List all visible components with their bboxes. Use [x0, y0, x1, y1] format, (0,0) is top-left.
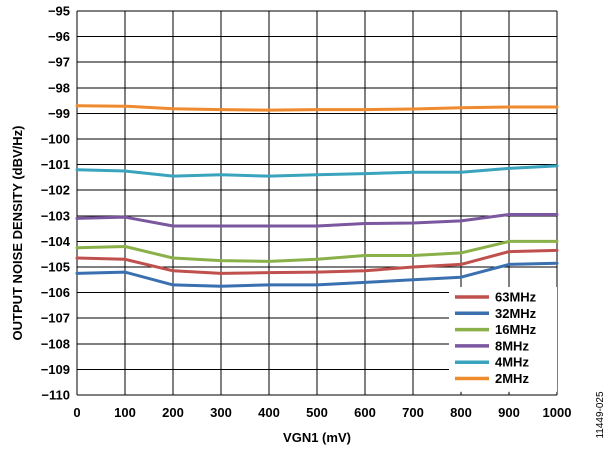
series-line-63mhz: [75, 248, 559, 275]
x-tick-label: 600: [354, 405, 376, 420]
y-tick-label: −109: [41, 362, 70, 377]
x-tick-label: 200: [162, 405, 184, 420]
figure-id: 11449-025: [595, 391, 606, 439]
y-tick-label: −106: [41, 285, 70, 300]
y-tick-label: −98: [48, 80, 70, 95]
y-tick-label: −104: [41, 234, 71, 249]
x-tick-label: 500: [306, 405, 328, 420]
x-tick-label: 300: [210, 405, 232, 420]
series-line-32mhz: [75, 261, 559, 288]
series-line-4mhz: [75, 164, 559, 178]
x-tick-label: 1000: [543, 405, 572, 420]
y-tick-label: −96: [48, 29, 70, 44]
x-tick-label: 400: [258, 405, 280, 420]
y-axis-label: OUTPUT NOISE DENSITY (dBV/Hz): [10, 126, 25, 341]
legend-label-63mhz: 63MHz: [495, 290, 537, 305]
y-tick-label: −105: [41, 260, 70, 275]
legend-label-32mhz: 32MHz: [495, 306, 537, 321]
x-tick-label: 800: [450, 405, 472, 420]
legend: [449, 287, 557, 392]
legend-label-2mhz: 2MHz: [495, 371, 529, 386]
y-tick-label: −99: [48, 106, 70, 121]
y-tick-label: −97: [48, 55, 70, 70]
y-tick-label: −108: [41, 336, 70, 351]
x-tick-label: 900: [498, 405, 520, 420]
y-tick-label: −100: [41, 132, 70, 147]
x-tick-label: 100: [114, 405, 136, 420]
y-tick-label: −110: [41, 388, 70, 403]
legend-label-8mhz: 8MHz: [495, 338, 529, 353]
y-tick-label: −95: [48, 4, 70, 19]
series-line-16mhz: [75, 239, 559, 263]
x-tick-label: 0: [73, 405, 80, 420]
series-line-8mhz: [75, 213, 559, 228]
series-line-2mhz: [75, 104, 559, 112]
x-axis-label: VGN1 (mV): [283, 430, 351, 445]
legend-label-4mhz: 4MHz: [495, 355, 529, 370]
y-tick-label: −101: [41, 157, 70, 172]
legend-label-16mhz: 16MHz: [495, 322, 537, 337]
y-tick-label: −103: [41, 208, 70, 223]
x-tick-label: 700: [402, 405, 424, 420]
tick-labels: 0 100 200 300 400 500 600 700 800 900 1000 −95 −96 −9…: [41, 4, 572, 421]
y-tick-label: −107: [41, 311, 70, 326]
y-tick-label: −102: [41, 183, 70, 198]
series-lines: [75, 104, 559, 288]
